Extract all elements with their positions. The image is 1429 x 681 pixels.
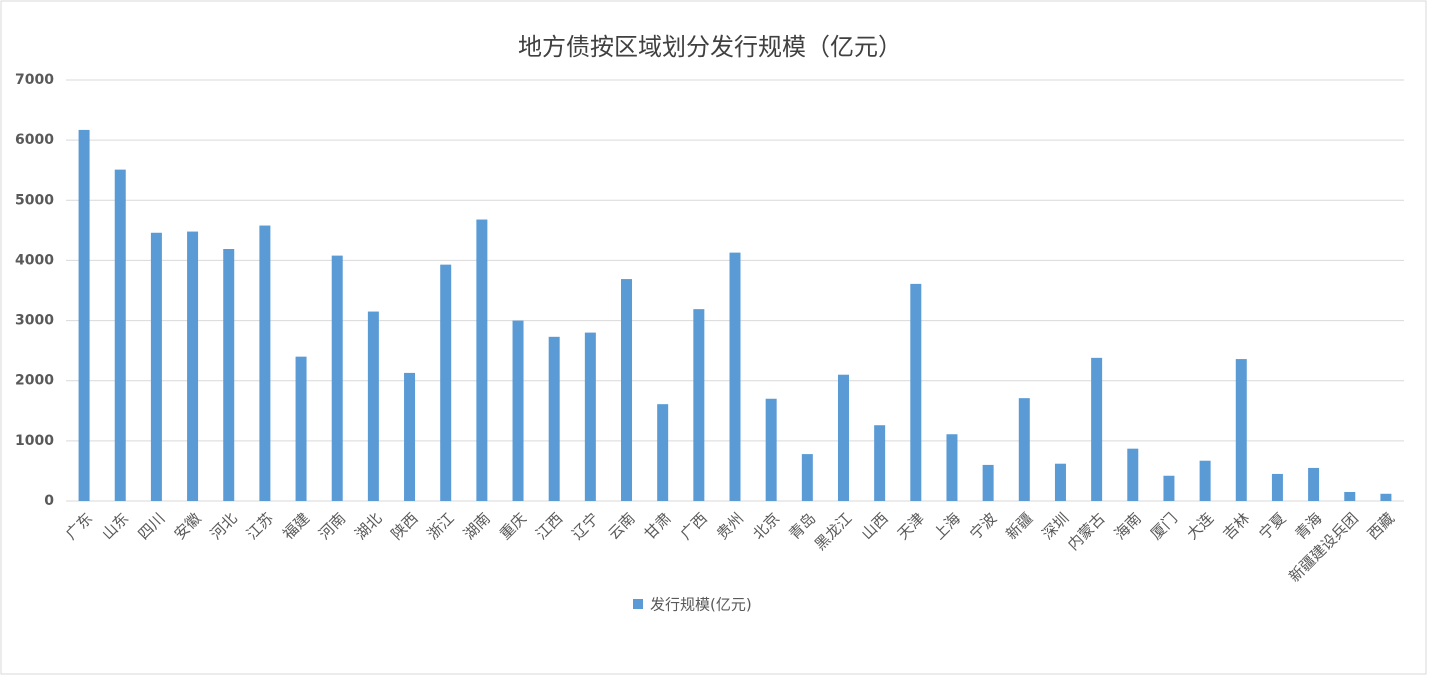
bar bbox=[114, 169, 126, 501]
bar bbox=[621, 279, 633, 501]
bar bbox=[78, 129, 90, 501]
bar bbox=[729, 252, 741, 501]
bar bbox=[259, 225, 271, 501]
bar bbox=[1091, 357, 1103, 501]
bar bbox=[1199, 460, 1211, 501]
bar bbox=[1054, 463, 1066, 501]
y-tick-label: 1000 bbox=[15, 433, 54, 449]
bar bbox=[331, 255, 343, 501]
bar bbox=[584, 332, 596, 501]
bar bbox=[874, 425, 886, 501]
bar bbox=[1380, 493, 1392, 501]
y-tick-label: 6000 bbox=[15, 132, 54, 148]
bar bbox=[1127, 448, 1139, 501]
y-tick-label: 3000 bbox=[15, 313, 54, 329]
bar bbox=[367, 311, 379, 501]
bar bbox=[1235, 359, 1247, 501]
legend-label: 发行规模(亿元) bbox=[650, 596, 752, 614]
bar bbox=[1163, 475, 1175, 501]
bar bbox=[801, 454, 813, 501]
bar bbox=[187, 231, 199, 501]
bar bbox=[693, 309, 705, 501]
chart-title: 地方债按区域划分发行规模（亿元） bbox=[518, 33, 902, 61]
bar bbox=[1308, 467, 1320, 501]
y-tick-label: 0 bbox=[44, 493, 54, 509]
bar bbox=[657, 404, 669, 501]
bar bbox=[150, 232, 162, 501]
y-tick-label: 2000 bbox=[15, 373, 54, 389]
bar bbox=[476, 219, 488, 501]
y-tick-label: 4000 bbox=[15, 252, 54, 268]
bar bbox=[946, 434, 958, 501]
bar bbox=[1018, 398, 1030, 501]
bar bbox=[223, 249, 235, 501]
bar bbox=[295, 356, 307, 501]
y-tick-label: 7000 bbox=[15, 72, 54, 88]
bar bbox=[910, 283, 922, 501]
bar bbox=[982, 464, 994, 501]
bar bbox=[837, 374, 849, 501]
bar bbox=[1271, 473, 1283, 501]
bar bbox=[440, 264, 452, 501]
legend-swatch bbox=[633, 599, 643, 609]
bar bbox=[765, 398, 777, 501]
bar bbox=[1344, 491, 1356, 501]
bar bbox=[512, 320, 524, 501]
y-tick-label: 5000 bbox=[15, 192, 54, 208]
bar bbox=[548, 336, 560, 501]
bar bbox=[404, 372, 416, 501]
